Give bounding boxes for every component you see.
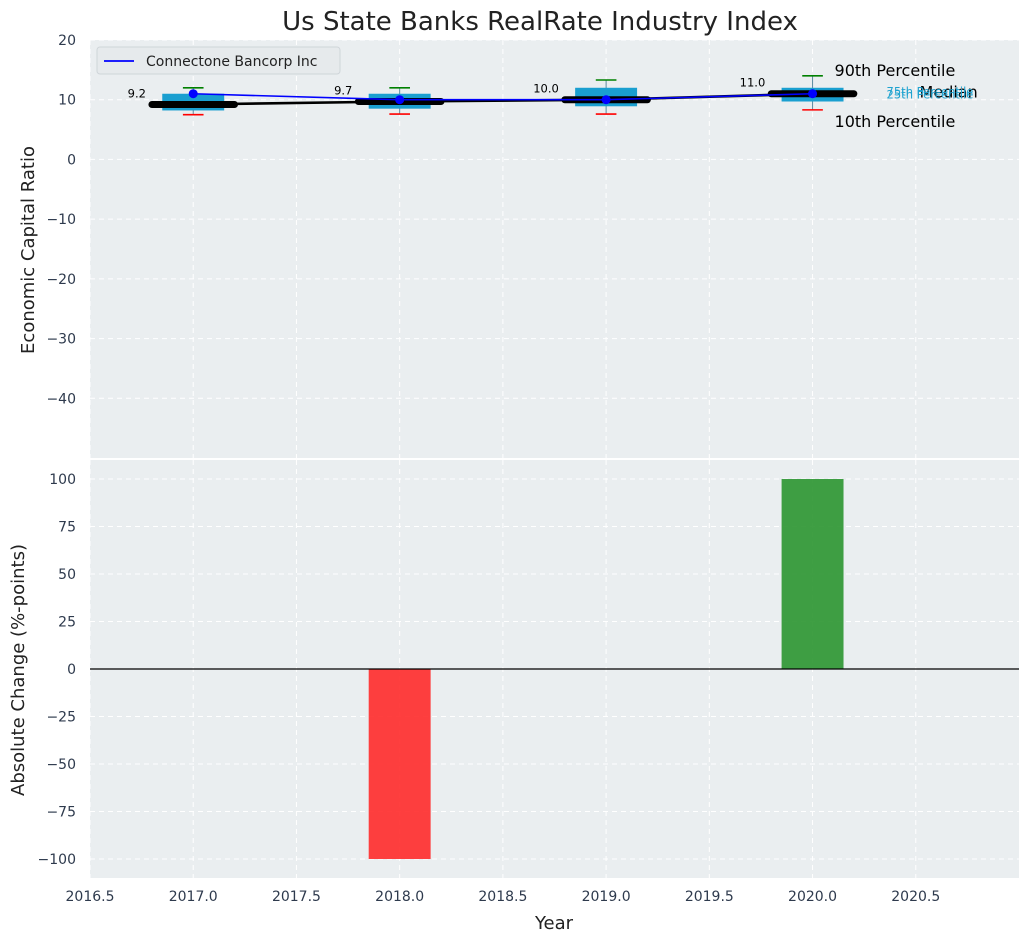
bottom-y-tick-label: −25 xyxy=(46,710,76,726)
bottom-y-tick-label: 0 xyxy=(67,662,76,678)
bottom-y-tick-label: 50 xyxy=(58,567,76,583)
top-y-tick-label: 0 xyxy=(67,152,76,168)
series-line-connectone xyxy=(193,92,813,101)
x-tick-label: 2019.5 xyxy=(685,889,734,905)
legend-box xyxy=(96,46,341,75)
change-bar xyxy=(781,479,844,669)
top-gridlines xyxy=(89,39,1019,458)
x-tick-label: 2019.0 xyxy=(582,889,631,905)
series-line-group xyxy=(188,89,818,105)
bottom-y-tick-label: 100 xyxy=(49,472,76,488)
x-tick-label: 2017.0 xyxy=(169,889,218,905)
top-y-tick-label: −30 xyxy=(46,332,76,348)
x-axis-label: Year xyxy=(534,913,574,934)
series-point-connectone xyxy=(808,89,818,99)
annotation-q75: 75th Percentile xyxy=(887,85,974,99)
x-ticks: 2016.5 2017.0 2017.5 2018.0 2018.5 2019.0 2019… xyxy=(66,889,941,905)
annotation-q25: 25th Percentile xyxy=(887,88,974,102)
top-plot-area xyxy=(90,40,1019,458)
bottom-y-ticks: 100 75 50 25 0 −25 −50 −75 −100 xyxy=(38,472,76,868)
top-y-axis-label: Economic Capital Ratio xyxy=(18,146,39,354)
bottom-y-tick-label: −50 xyxy=(46,757,76,773)
change-bar xyxy=(368,669,431,859)
series-point-connectone xyxy=(601,95,611,105)
top-y-tick-label: 20 xyxy=(58,33,76,49)
median-value-label: 10.0 xyxy=(533,82,559,96)
annotation-p10: 10th Percentile xyxy=(835,112,956,131)
x-tick-label: 2020.0 xyxy=(788,889,837,905)
percentile-annotations: 90th Percentile Median 10th Percentile 75th… xyxy=(835,61,978,131)
top-y-ticks: 20 10 0 −10 −20 −30 −40 xyxy=(46,33,76,407)
x-tick-label: 2020.5 xyxy=(891,889,940,905)
series-point-connectone xyxy=(188,89,198,99)
bottom-y-tick-label: −75 xyxy=(46,805,76,821)
bottom-panel: 100 75 50 25 0 −25 −50 −75 −100 2016.5 2017.0 2017… xyxy=(8,460,1019,934)
annotation-p90: 90th Percentile xyxy=(835,61,956,80)
median-value-label: 9.7 xyxy=(334,84,352,98)
bottom-y-tick-label: 25 xyxy=(58,615,76,631)
top-y-tick-label: −40 xyxy=(46,391,76,407)
median-value-label: 11.0 xyxy=(740,76,766,90)
top-y-tick-label: −20 xyxy=(46,272,76,288)
top-y-tick-label: 10 xyxy=(58,93,76,109)
x-tick-label: 2017.5 xyxy=(272,889,321,905)
x-tick-label: 2016.5 xyxy=(66,889,115,905)
median-value-label: 9.2 xyxy=(128,86,146,100)
bottom-bars xyxy=(368,479,844,859)
top-panel: 20 10 0 −10 −20 −30 −40 9.2 9.7 10.0 11.0 90th Pe… xyxy=(18,7,1019,458)
legend: Connectone Bancorp Inc xyxy=(96,46,341,75)
bottom-y-axis-label: Absolute Change (%-points) xyxy=(8,544,29,796)
legend-label-connectone: Connectone Bancorp Inc xyxy=(146,54,318,70)
top-y-tick-label: −10 xyxy=(46,212,76,228)
series-point-connectone xyxy=(395,95,405,105)
x-tick-label: 2018.5 xyxy=(478,889,527,905)
bottom-y-tick-label: 75 xyxy=(58,520,76,536)
annotation-median: Median xyxy=(920,83,978,102)
chart-title: Us State Banks RealRate Industry Index xyxy=(282,7,798,37)
x-tick-label: 2018.0 xyxy=(375,889,424,905)
bottom-y-tick-label: −100 xyxy=(38,852,76,868)
